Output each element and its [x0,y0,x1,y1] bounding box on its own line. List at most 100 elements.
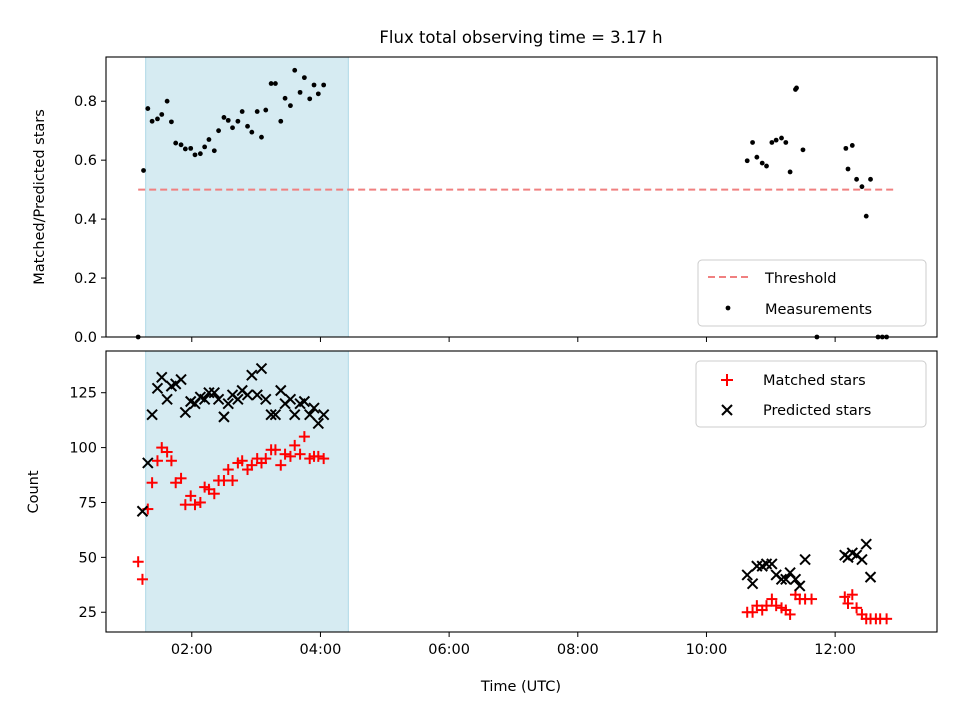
measurements-point [849,143,855,148]
measurements-legend-label: Measurements [765,302,872,318]
x-tick-label: 02:00 [171,642,213,658]
measurements-point [239,109,245,114]
measurements-point [744,158,750,164]
predicted-stars-point [275,384,287,397]
measurements-point [764,163,769,169]
ratio-y-tick-label: 0.0 [74,330,97,346]
measurements-point [754,154,760,160]
matched-legend-label: Matched stars [763,373,866,389]
matched-stars-point [784,608,796,620]
measurements-point [164,98,170,104]
ratio-legend-box [697,259,927,327]
predicted-stars-point [179,406,192,419]
measurements-point [197,151,203,157]
predicted-stars-point [746,577,759,590]
matched-stars-point [318,453,330,465]
measurements-point [297,89,303,95]
predicted-stars-point [308,402,320,414]
measurements-point [273,81,278,86]
count-y-tick-label: 125 [69,386,97,402]
predicted-legend-label: Predicted stars [763,403,871,419]
measurements-point [216,128,221,134]
predicted-stars-point [741,569,753,581]
matched-stars-point [260,453,272,465]
predicted-stars-point [156,371,168,384]
matched-stars-point [881,613,893,625]
matched-stars-point [208,488,220,500]
predicted-stars-point [789,573,802,586]
predicted-stars-point [766,558,778,570]
predicted-stars-point [260,393,272,406]
matched-stars-point [146,477,158,489]
measurements-point [307,96,313,102]
predicted-stars-point [255,362,268,375]
measurements-point [278,118,284,124]
x-tick-label: 06:00 [428,642,470,658]
matched-stars-point [227,475,239,487]
x-tick-label: 08:00 [557,642,599,658]
count-panel: 25 50 75 100 125 02:00 04:00 06:00 08:00 10:00 12:… [69,350,938,658]
predicted-stars-point [312,417,325,430]
predicted-stars-point [864,571,877,583]
matched-stars-point [165,455,177,467]
count-y-tick-label: 75 [79,495,97,511]
matched-stars-point [842,597,854,609]
predicted-stars-point [775,573,788,586]
matched-stars-point [294,448,306,460]
measurements-point [859,184,865,190]
ratio-y-axis-label: Matched/Predicted stars [32,109,48,285]
ratio-legend: Threshold Measurements [697,259,927,327]
count-y-tick-label: 25 [79,605,97,621]
matched-legend-swatch [721,374,733,386]
ratio-y-tick-label: 0.2 [74,271,97,287]
matched-stars-point [312,450,324,462]
ratio-y-tick-label: 0.8 [74,94,97,110]
predicted-stars-point [269,408,282,421]
matched-stars-point [236,455,248,467]
predicted-stars-point [856,553,868,566]
matched-stars-point [806,593,818,605]
matched-stars-point [269,444,281,456]
predicted-stars-point [860,538,872,550]
matched-stars-point [289,439,301,451]
matched-stars-point [851,602,863,614]
predicted-stars-point [232,393,244,406]
measurements-point [221,115,227,120]
measurements-point [863,213,869,219]
measurements-legend-swatch [725,305,731,311]
measurements-point [159,112,165,117]
measurements-point [845,166,851,172]
measurements-point [759,160,765,166]
predicted-stars-point [751,560,763,572]
predicted-stars-point [212,393,225,406]
predicted-stars-point [317,408,330,421]
predicted-stars-point [289,408,301,421]
x-axis-label: Time (UTC) [480,679,561,695]
matched-stars-point [151,455,163,467]
ratio-y-tick-label: 0.4 [74,212,97,228]
measurements-point [301,75,307,81]
matched-stars-point [284,450,296,462]
predicted-stars-point [298,395,311,408]
matched-stars-point [766,593,778,605]
measurements-point [259,134,264,140]
matched-stars-point [246,459,258,471]
predicted-stars-point [241,389,254,401]
matched-stars-point [179,499,191,511]
predicted-stars-point [146,408,158,421]
measurements-point [169,119,174,125]
matched-stars-point [761,600,773,612]
measurements-point [178,142,184,148]
matched-stars-point [136,573,148,585]
predicted-stars-point [284,393,297,406]
matched-stars-point [185,490,197,502]
predicted-stars-point [218,411,230,423]
predicted-stars-point [151,382,164,395]
predicted-stars-point [246,369,258,381]
predicted-legend-swatch [721,404,733,416]
measurements-point [225,117,231,123]
measurements-point [292,67,298,73]
matched-stars-point [161,446,173,458]
count-legend: Matched stars Predicted stars [695,360,927,428]
